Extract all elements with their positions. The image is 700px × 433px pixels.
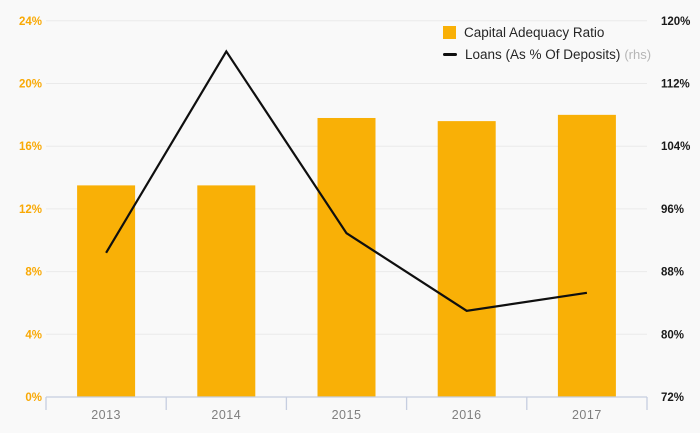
legend-item-loans: Loans (As % Of Deposits) (rhs) [443, 47, 651, 62]
x-axis-label-2017: 2017 [572, 408, 602, 422]
bar-2016 [437, 121, 496, 398]
legend-item-capital-adequacy-ratio: Capital Adequacy Ratio [443, 25, 651, 40]
x-axis-label-2016: 2016 [452, 408, 482, 422]
legend-label-text: Loans (As % Of Deposits) [465, 47, 621, 62]
y-axis-left-tick-label: 0% [25, 392, 42, 404]
y-axis-left-tick-label: 4% [25, 329, 42, 341]
y-axis-right-tick-label: 112% [661, 79, 690, 91]
y-axis-right-tick-label: 88% [661, 267, 684, 279]
y-axis-right-tick-label: 80% [661, 329, 684, 341]
legend: Capital Adequacy Ratio Loans (As % Of De… [443, 25, 651, 62]
y-axis-left-tick-label: 16% [19, 141, 42, 153]
y-axis-left-tick-label: 24% [19, 16, 42, 28]
loans-line [105, 49, 588, 312]
legend-label: Loans (As % Of Deposits) (rhs) [465, 47, 651, 62]
legend-line-swatch-icon [443, 53, 457, 56]
y-axis-right-tick-label: 96% [661, 204, 684, 216]
bar-2015 [317, 117, 376, 398]
legend-rhs-suffix: (rhs) [624, 47, 652, 62]
y-axis-right-tick-label: 104% [661, 141, 690, 153]
bar-2014 [197, 185, 256, 397]
y-axis-left-tick-label: 8% [25, 267, 42, 279]
y-axis-right-tick-label: 120% [661, 16, 690, 28]
y-axis-right-tick-label: 72% [661, 392, 684, 404]
x-axis-label-2013: 2013 [91, 408, 121, 422]
legend-label: Capital Adequacy Ratio [464, 25, 605, 40]
bar-2017 [557, 114, 616, 397]
x-axis-label-2015: 2015 [332, 408, 362, 422]
x-axis-label-2014: 2014 [211, 408, 241, 422]
y-axis-left-tick-label: 20% [19, 79, 42, 91]
y-axis-left-tick-label: 12% [19, 204, 42, 216]
legend-bar-swatch-icon [443, 26, 456, 39]
